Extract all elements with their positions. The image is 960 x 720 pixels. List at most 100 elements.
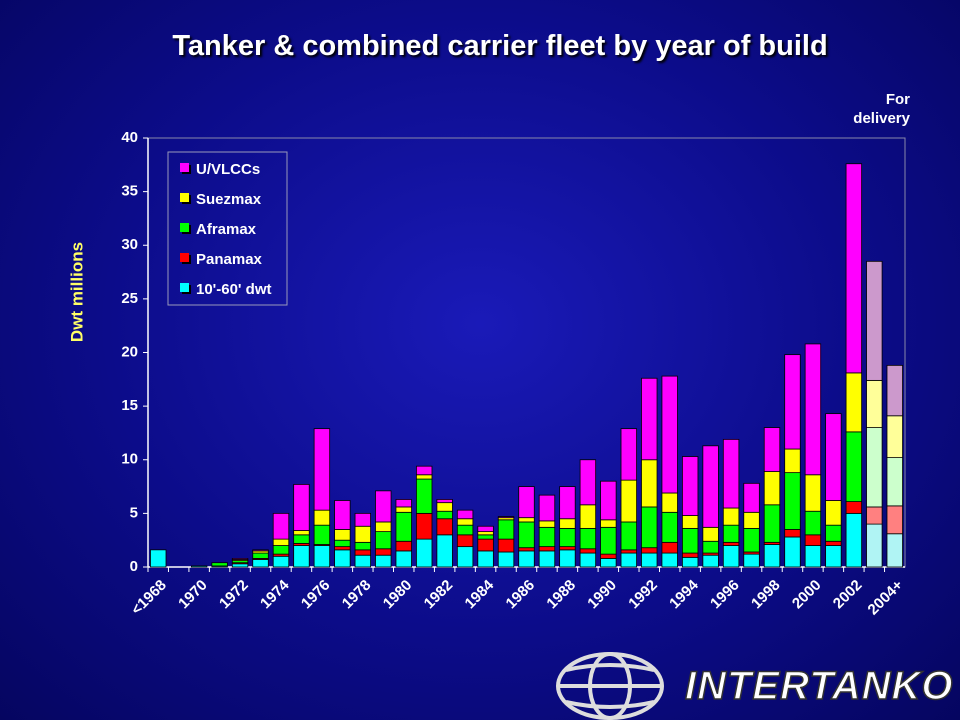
bar-segment xyxy=(579,548,597,554)
bar-segment xyxy=(518,521,535,549)
bar-segment xyxy=(620,549,637,554)
bar-segment xyxy=(293,545,310,568)
annotation: For delivery xyxy=(853,91,910,127)
y-tick-label: 30 xyxy=(121,236,138,253)
bar-segment xyxy=(804,474,822,512)
bar-segment xyxy=(682,552,699,558)
bar-segment xyxy=(641,377,658,461)
bar-segment xyxy=(743,527,760,553)
legend-swatch xyxy=(180,223,189,232)
bar-segment xyxy=(538,526,556,548)
bar-segment xyxy=(886,457,903,507)
bar-segment xyxy=(416,478,433,514)
bar-segment xyxy=(477,550,494,568)
bar-segment xyxy=(825,500,842,526)
legend-swatch xyxy=(180,193,189,202)
bar-segment xyxy=(641,459,658,508)
bar-segment xyxy=(682,515,699,529)
logo-globe xyxy=(556,652,664,720)
bar-segment xyxy=(600,526,617,555)
bar-segment xyxy=(600,480,617,521)
legend-label: 10'-60' dwt xyxy=(196,281,272,298)
bar-segment xyxy=(743,482,760,513)
x-tick-label: 1984 xyxy=(462,576,498,612)
bar-segment xyxy=(763,427,781,472)
bar-segment xyxy=(293,530,310,536)
legend-swatch xyxy=(180,163,189,172)
bar-segment xyxy=(272,545,290,555)
bar-segment xyxy=(518,486,535,519)
bar-segment xyxy=(825,524,842,542)
y-axis-label: Dwt millions xyxy=(67,242,86,342)
bar-segment xyxy=(456,546,474,568)
bar-segment xyxy=(313,545,331,568)
bar-segment xyxy=(579,552,597,568)
bar-segment xyxy=(722,438,740,509)
bar-segment xyxy=(763,471,781,506)
legend-swatch xyxy=(180,283,189,292)
bar-segment xyxy=(763,504,781,543)
bar-segment xyxy=(886,364,903,417)
x-tick-label: 1972 xyxy=(216,577,252,613)
bar-segment xyxy=(620,552,637,568)
bar-segment xyxy=(375,490,392,523)
bar-segment xyxy=(272,538,290,546)
bar-segment xyxy=(804,510,822,536)
x-tick-label: 1994 xyxy=(666,576,702,612)
legend-frame xyxy=(167,151,288,306)
bar-segment xyxy=(784,472,801,530)
y-tick-label: 40 xyxy=(121,129,138,146)
bar-segment xyxy=(456,509,474,520)
logo: INTERTANKO xyxy=(684,663,954,709)
bar-segment xyxy=(334,500,351,530)
bar-segment xyxy=(702,445,719,528)
bar-segment xyxy=(825,540,842,546)
bar-segment xyxy=(231,558,249,560)
bar-segment xyxy=(497,516,515,519)
bar-segment xyxy=(845,512,863,568)
bar-segment xyxy=(538,520,556,528)
bar-segment xyxy=(231,563,249,568)
bar-segment xyxy=(334,529,351,541)
bar-segment xyxy=(722,507,740,526)
bar-segment xyxy=(456,518,474,526)
bar-segment xyxy=(354,541,371,551)
bar-segment xyxy=(354,512,371,527)
bar-segment xyxy=(559,527,576,548)
legend-label: Suezmax xyxy=(196,191,262,208)
legend-label: U/VLCCs xyxy=(196,161,260,178)
x-tick-label: 1992 xyxy=(625,577,661,613)
y-tick-label: 35 xyxy=(121,183,138,200)
bar-segment xyxy=(620,479,637,523)
bar-segment xyxy=(600,553,617,559)
bar-segment xyxy=(334,549,351,568)
bar-segment xyxy=(436,518,453,536)
bar-segment xyxy=(559,549,576,568)
bar-segment xyxy=(436,499,453,504)
bar-segment xyxy=(886,505,903,535)
bar-segment xyxy=(620,521,637,551)
bar-segment xyxy=(559,486,576,520)
legend-label: Aframax xyxy=(196,221,257,238)
bar-segment xyxy=(395,506,412,513)
bar-segment xyxy=(620,428,637,481)
bar-segment xyxy=(784,536,801,568)
bar-segment xyxy=(497,551,515,568)
x-tick-label: 1970 xyxy=(175,577,211,613)
bar-segment xyxy=(436,502,453,512)
y-tick-label: 15 xyxy=(121,397,138,414)
bar-segment xyxy=(866,379,883,428)
y-tick-label: 5 xyxy=(130,504,138,521)
x-tick-label: 2002 xyxy=(830,577,866,613)
bar-segment xyxy=(477,525,494,533)
bar-segment xyxy=(375,554,392,568)
bar-segment xyxy=(416,474,433,480)
bar-segment xyxy=(641,547,658,554)
bar-segment xyxy=(702,526,719,542)
bar-segment xyxy=(661,492,678,513)
bar-segment xyxy=(456,534,474,548)
bar-segment xyxy=(866,260,883,381)
y-tick-label: 0 xyxy=(130,558,138,575)
x-tick-label: 2004+ xyxy=(865,576,907,618)
